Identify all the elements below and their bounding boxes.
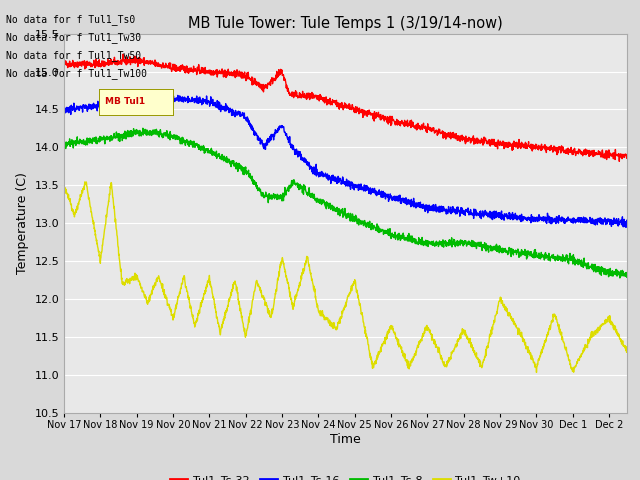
Text: No data for f Tul1_Tw30: No data for f Tul1_Tw30 — [6, 32, 141, 43]
Text: No data for f Tul1_Tw100: No data for f Tul1_Tw100 — [6, 68, 147, 79]
Title: MB Tule Tower: Tule Temps 1 (3/19/14-now): MB Tule Tower: Tule Temps 1 (3/19/14-now… — [188, 16, 503, 31]
Y-axis label: Temperature (C): Temperature (C) — [16, 172, 29, 274]
Legend: Tul1_Ts-32, Tul1_Ts-16, Tul1_Ts-8, Tul1_Tw+10: Tul1_Ts-32, Tul1_Ts-16, Tul1_Ts-8, Tul1_… — [166, 471, 525, 480]
Text: MB Tul1: MB Tul1 — [105, 97, 145, 107]
Text: No data for f Tul1_Tw50: No data for f Tul1_Tw50 — [6, 50, 141, 61]
X-axis label: Time: Time — [330, 432, 361, 445]
Text: No data for f Tul1_Ts0: No data for f Tul1_Ts0 — [6, 13, 136, 24]
